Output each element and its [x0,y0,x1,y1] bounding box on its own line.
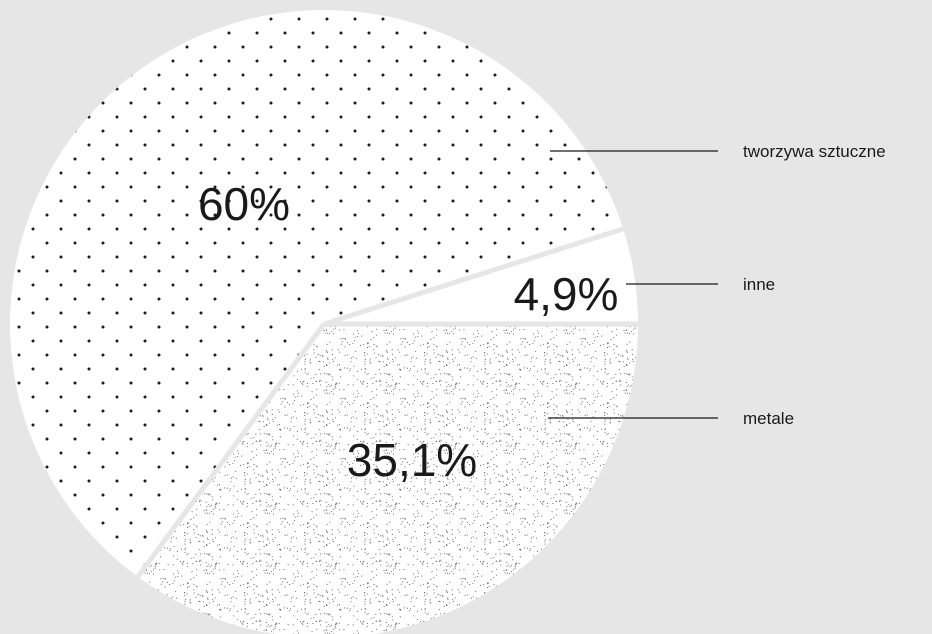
legend-label-tworzywa-sztuczne: tworzywa sztuczne [743,142,886,161]
legend-label-metale: metale [743,409,794,428]
pie-slice-metale [137,324,638,634]
slice-separators [133,225,642,582]
legend-label-inne: inne [743,275,775,294]
slice-separator-1 [323,225,628,327]
slice-label-metale: 35,1% [347,434,477,486]
slice-label-tworzywa-sztuczne: 60% [198,178,290,230]
slice-label-inne: 4,9% [514,268,619,320]
pie-slice-tworzywa-sztuczne [10,10,624,577]
slice-separator-2 [133,322,327,582]
